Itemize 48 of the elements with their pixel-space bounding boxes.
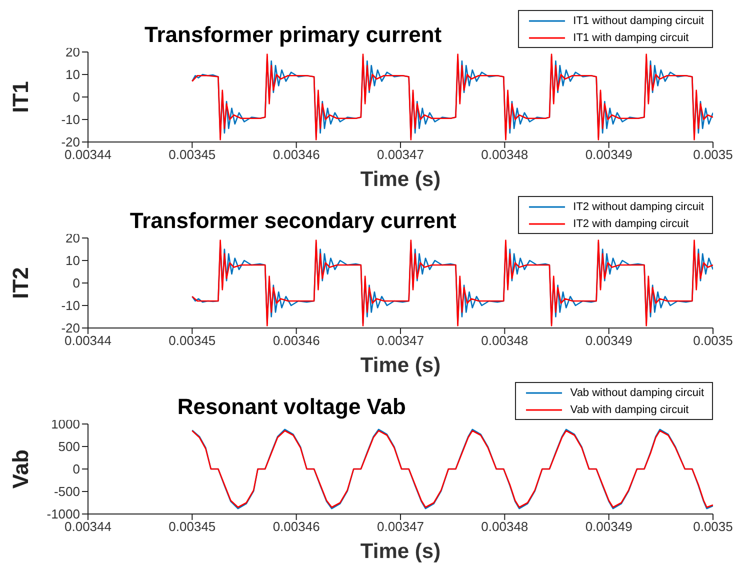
y-tick-label: 0	[72, 462, 80, 477]
x-tick-label: 0.00349	[585, 519, 632, 534]
y-tick-label: -1000	[46, 506, 80, 522]
x-tick-label: 0.00347	[377, 333, 424, 348]
y-tick-label: -10	[61, 112, 80, 128]
y-tick-label: -10	[61, 298, 80, 314]
legend-label: IT2 without damping circuit	[573, 200, 704, 212]
y-tick-label: -20	[61, 134, 80, 150]
x-tick-label: 0.00346	[272, 333, 320, 348]
x-tick-label: 0.00345	[168, 333, 216, 348]
y-axis-title: IT2	[8, 267, 33, 299]
x-tick-label: 0.00347	[377, 147, 424, 162]
x-tick-label: 0.0035	[693, 519, 733, 534]
legend-label: IT2 with damping circuit	[573, 218, 689, 230]
chart-title: Transformer primary current	[144, 22, 442, 47]
chart-title: Transformer secondary current	[130, 208, 456, 233]
x-tick-label: 0.00345	[168, 147, 216, 162]
y-tick-label: 10	[66, 67, 80, 82]
x-tick-label: 0.00348	[481, 333, 528, 348]
x-tick-label: 0.00349	[585, 147, 632, 162]
x-tick-label: 0.00344	[64, 333, 112, 348]
y-tick-label: 0	[72, 276, 80, 291]
x-tick-label: 0.00347	[377, 519, 424, 534]
x-tick-label: 0.0035	[693, 333, 733, 348]
chart-title: Resonant voltage Vab	[177, 394, 406, 419]
y-tick-label: 0	[72, 90, 80, 105]
x-tick-label: 0.00344	[64, 519, 112, 534]
x-tick-label: 0.0035	[693, 147, 733, 162]
y-tick-label: -20	[61, 320, 80, 336]
y-axis-title: IT1	[8, 81, 33, 113]
x-tick-label: 0.00344	[64, 147, 112, 162]
legend-label: Vab with damping circuit	[570, 404, 689, 416]
x-tick-label: 0.00346	[272, 147, 320, 162]
legend-label: IT1 without damping circuit	[573, 14, 704, 26]
legend-label: IT1 with damping circuit	[573, 32, 689, 44]
x-axis-title: Time (s)	[360, 540, 441, 563]
y-tick-label: 500	[58, 439, 80, 454]
legend-label: Vab without damping circuit	[570, 386, 704, 398]
y-tick-label: 10	[66, 253, 80, 268]
x-axis-title: Time (s)	[360, 168, 441, 191]
x-tick-label: 0.00348	[481, 519, 528, 534]
x-tick-label: 0.00349	[585, 333, 632, 348]
x-axis-title: Time (s)	[360, 354, 441, 377]
x-tick-label: 0.00345	[168, 519, 216, 534]
x-tick-label: 0.00348	[481, 147, 528, 162]
y-tick-label: -500	[54, 484, 80, 500]
y-axis-title: Vab	[8, 449, 33, 489]
x-tick-label: 0.00346	[272, 519, 320, 534]
